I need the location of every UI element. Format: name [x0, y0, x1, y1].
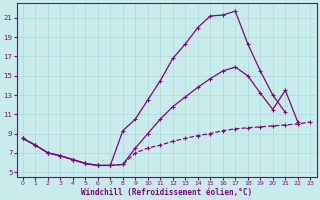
X-axis label: Windchill (Refroidissement éolien,°C): Windchill (Refroidissement éolien,°C) — [81, 188, 252, 197]
